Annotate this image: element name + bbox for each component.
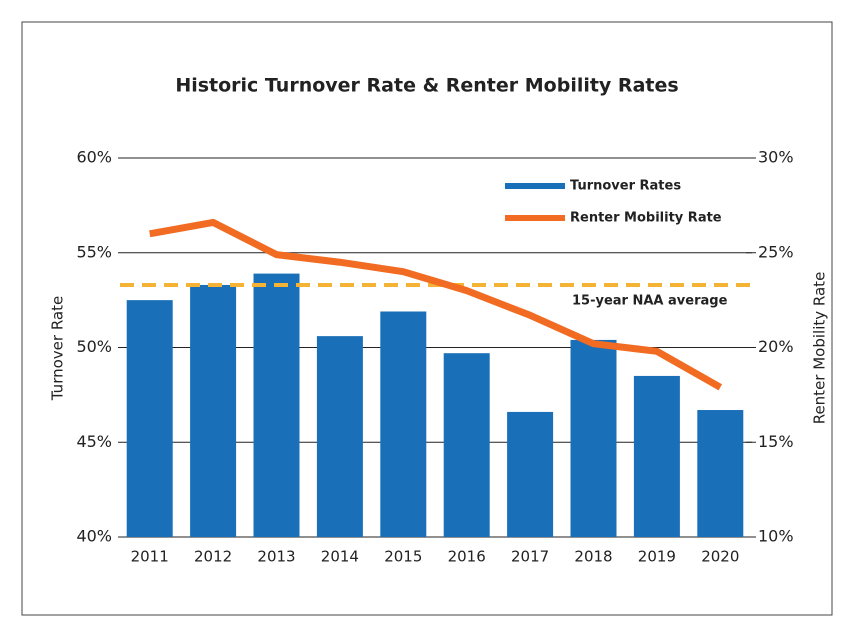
y-tick-label: 45% xyxy=(76,432,112,451)
x-tick-label: 2017 xyxy=(511,548,549,566)
bar xyxy=(570,339,617,537)
y2-tick-label: 15% xyxy=(758,432,794,451)
bar xyxy=(633,375,680,537)
x-tick-label: 2014 xyxy=(321,548,359,566)
x-tick-label: 2011 xyxy=(131,548,169,566)
x-tick-label: 2015 xyxy=(384,548,422,566)
legend-label: Turnover Rates xyxy=(570,179,681,194)
y2-tick-label: 10% xyxy=(758,527,794,546)
bar xyxy=(253,273,300,537)
y-axis-label: Turnover Rate xyxy=(49,296,67,401)
x-tick-label: 2019 xyxy=(638,548,676,566)
y-tick-label: 55% xyxy=(76,242,112,261)
bar xyxy=(697,410,744,537)
y2-tick-label: 20% xyxy=(758,337,794,356)
bar xyxy=(380,311,427,537)
legend-label: Renter Mobility Rate xyxy=(570,211,722,226)
x-tick-label: 2020 xyxy=(701,548,739,566)
chart-title: Historic Turnover Rate & Renter Mobility… xyxy=(175,75,678,97)
y2-tick-label: 30% xyxy=(758,148,794,167)
bar xyxy=(507,411,554,537)
bar xyxy=(126,300,173,537)
y2-axis-label: Renter Mobility Rate xyxy=(811,272,829,425)
y-tick-label: 40% xyxy=(76,527,112,546)
bar xyxy=(443,353,490,537)
x-tick-label: 2012 xyxy=(194,548,232,566)
line xyxy=(149,218,723,391)
bar xyxy=(316,336,363,537)
y2-tick-label: 25% xyxy=(758,242,794,261)
x-tick-label: 2016 xyxy=(448,548,486,566)
bar xyxy=(190,284,237,537)
x-tick-label: 2018 xyxy=(574,548,612,566)
x-tick-label: 2013 xyxy=(257,548,295,566)
reference-label: 15-year NAA average xyxy=(572,293,728,308)
y-tick-label: 60% xyxy=(76,148,112,167)
y-tick-label: 50% xyxy=(76,337,112,356)
